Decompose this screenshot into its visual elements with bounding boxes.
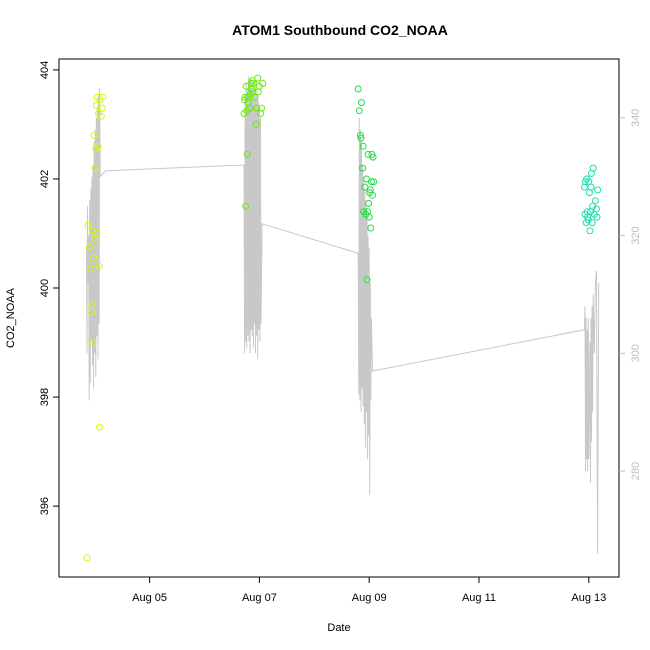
data-point xyxy=(594,186,602,194)
data-point xyxy=(357,134,365,142)
data-point xyxy=(365,200,373,207)
data-point xyxy=(363,276,371,284)
data-point xyxy=(369,191,376,199)
data-point xyxy=(93,230,101,237)
y-axis: 396 398 400 402 404 xyxy=(39,61,59,515)
y2-tick-label: 320 xyxy=(630,226,642,244)
y2-axis: 280 300 320 340 xyxy=(619,109,642,480)
data-point xyxy=(96,423,104,431)
y-tick-label: 402 xyxy=(39,170,51,188)
data-point xyxy=(355,107,363,115)
y-tick-label: 398 xyxy=(39,388,51,406)
data-point xyxy=(243,150,251,158)
data-point xyxy=(90,254,98,262)
data-point xyxy=(87,309,95,316)
data-point xyxy=(253,104,261,112)
data-point xyxy=(246,104,253,112)
data-point xyxy=(89,339,97,346)
data-point xyxy=(588,219,596,227)
data-point xyxy=(367,224,375,232)
data-point xyxy=(241,93,249,101)
x-axis: Aug 05 Aug 07 Aug 09 Aug 11 Aug 13 xyxy=(132,577,606,604)
data-point xyxy=(91,164,99,172)
data-point xyxy=(367,178,375,186)
x-tick-label: Aug 07 xyxy=(242,592,277,604)
data-point xyxy=(251,93,259,101)
data-point xyxy=(354,85,362,93)
y-tick-label: 400 xyxy=(39,279,51,297)
data-point xyxy=(370,178,378,186)
data-point xyxy=(97,112,105,120)
data-point xyxy=(258,104,266,112)
data-point xyxy=(90,131,98,139)
data-point xyxy=(586,227,594,235)
data-point xyxy=(252,120,260,128)
data-point xyxy=(365,213,373,221)
y-tick-label: 396 xyxy=(39,497,51,515)
data-point xyxy=(361,183,369,191)
x-axis-label: Date xyxy=(327,622,350,634)
y2-tick-label: 340 xyxy=(630,109,642,127)
data-point xyxy=(358,99,365,107)
data-point xyxy=(369,153,377,161)
y2-tick-label: 280 xyxy=(630,462,642,480)
data-point xyxy=(359,142,367,150)
data-point xyxy=(98,104,106,112)
y2-tick-label: 300 xyxy=(630,344,642,362)
data-point xyxy=(587,183,595,191)
data-point xyxy=(593,205,600,213)
data-point xyxy=(83,554,91,562)
data-point xyxy=(254,74,262,82)
data-point xyxy=(584,213,592,221)
data-point xyxy=(95,262,103,270)
plot-area xyxy=(83,74,602,562)
data-point xyxy=(583,208,591,216)
data-point xyxy=(259,80,267,87)
plot-frame xyxy=(58,58,620,578)
x-tick-label: Aug 05 xyxy=(132,592,167,604)
data-point xyxy=(589,164,597,172)
data-point xyxy=(88,300,96,308)
y-axis-label: CO2_NOAA xyxy=(5,287,17,348)
data-point xyxy=(593,213,601,221)
data-point xyxy=(359,164,367,172)
x-tick-label: Aug 09 xyxy=(352,592,387,604)
data-point xyxy=(99,93,107,101)
x-tick-label: Aug 13 xyxy=(571,592,606,604)
data-point xyxy=(356,131,364,139)
y-tick-label: 404 xyxy=(39,61,51,79)
data-point xyxy=(94,142,102,150)
data-point xyxy=(242,202,250,210)
data-point xyxy=(250,80,258,87)
data-point xyxy=(85,243,93,251)
x-tick-label: Aug 11 xyxy=(462,592,496,604)
data-point xyxy=(591,197,599,205)
chart-title: ATOM1 Southbound CO2_NOAA xyxy=(232,22,448,38)
data-point xyxy=(92,101,100,109)
secondary-series-line xyxy=(86,76,600,554)
data-point xyxy=(86,265,94,273)
data-point xyxy=(84,221,92,229)
